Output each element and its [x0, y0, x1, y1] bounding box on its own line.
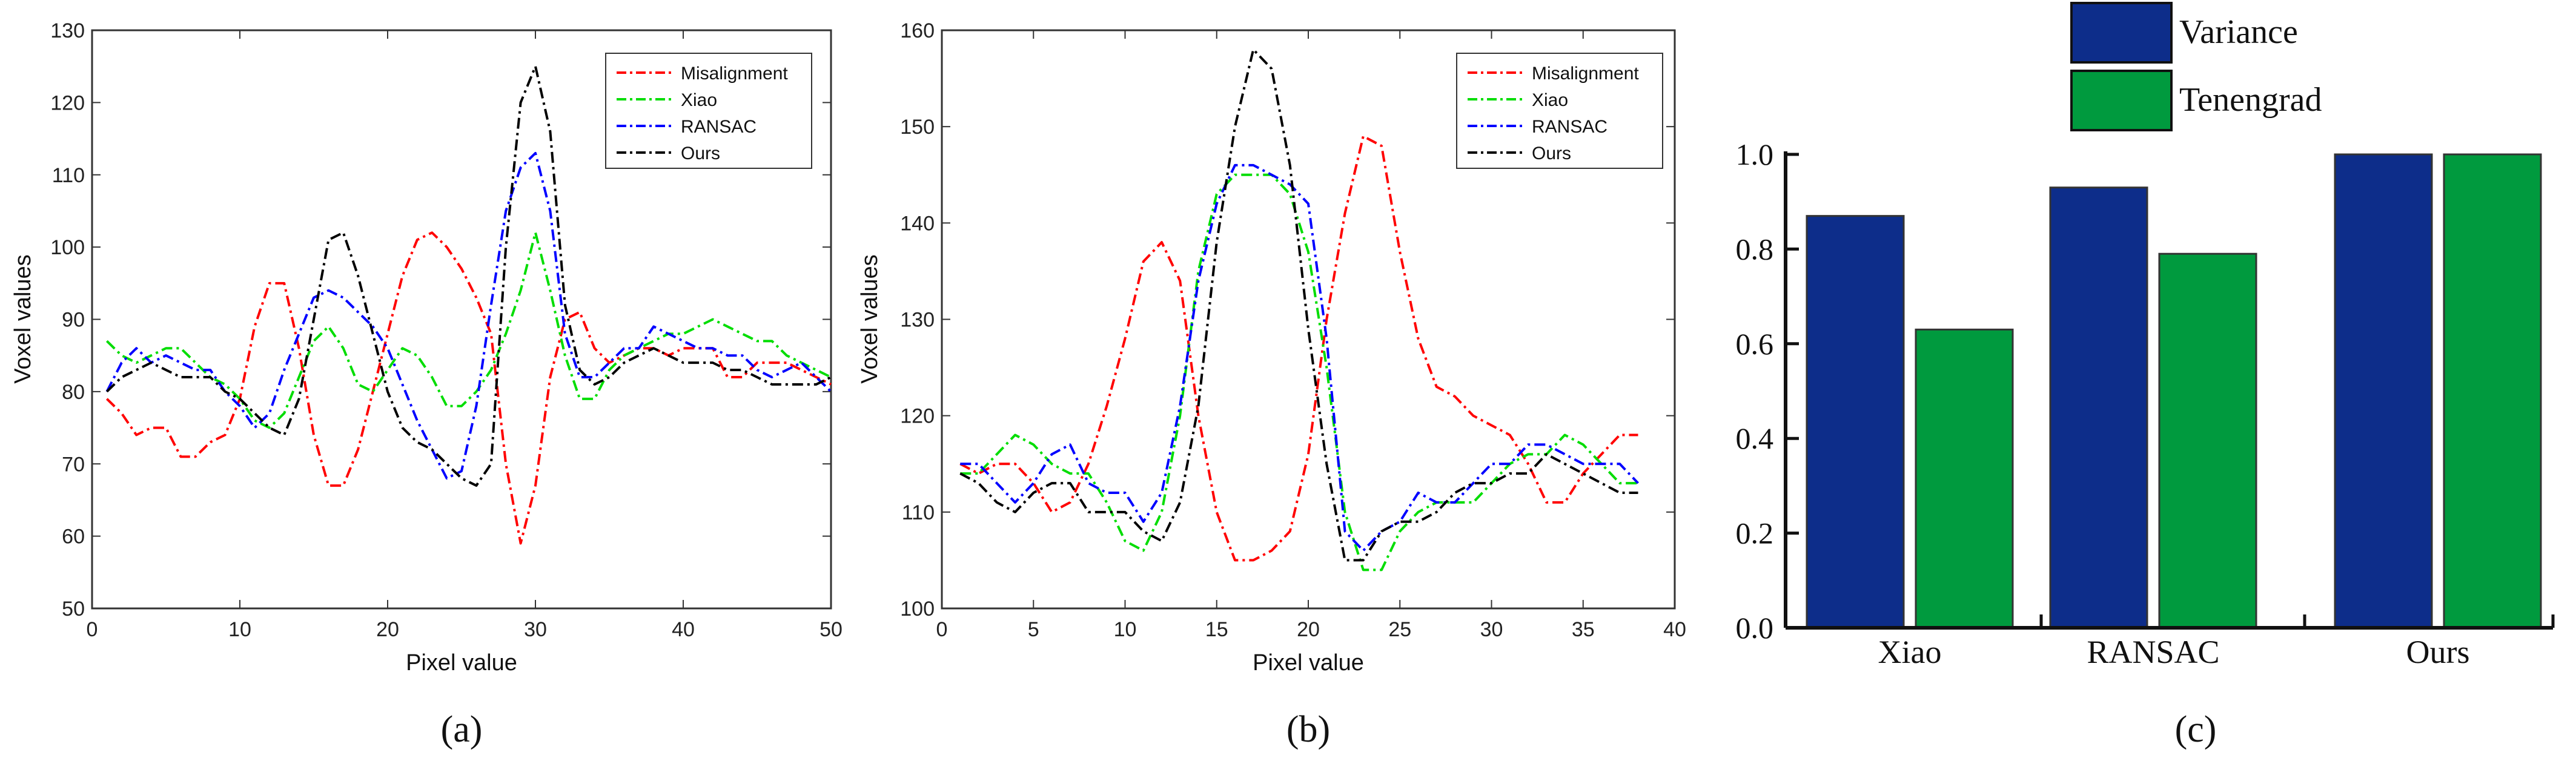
chart-a-ytick-label: 100: [50, 236, 85, 259]
chart-b-ytick-label: 160: [900, 19, 935, 42]
panel-label-b: (b): [1286, 709, 1330, 750]
chart-a-xtick-label: 20: [376, 618, 399, 641]
chart-c-bar-ours-tenengrad: [2443, 153, 2542, 629]
chart-c-category-label: Ours: [2406, 634, 2470, 670]
chart-a-ytick-label: 110: [52, 164, 85, 187]
chart-b-ytick-label: 100: [900, 598, 935, 621]
chart-a-xlabel: Pixel value: [406, 650, 517, 676]
chart-c-legend: Variance Tenengrad: [2070, 2, 2322, 131]
chart-b-xtick-label: 10: [1114, 618, 1137, 641]
chart-a-xtick-label: 40: [672, 618, 695, 641]
chart-a-xtick-label: 30: [524, 618, 547, 641]
panel-label-c: (c): [2175, 709, 2217, 750]
chart-c-legend-swatch: [2070, 70, 2173, 131]
chart-a-legend-label: RANSAC: [681, 117, 757, 137]
chart-a-ytick-label: 120: [50, 91, 85, 114]
chart-b-series-ransac: [960, 163, 1639, 552]
chart-c-bar-ours-variance: [2334, 153, 2433, 629]
chart-a-legend-label: Misalignment: [681, 64, 788, 84]
chart-a: 0 10 20 30 40 50 50 60 70 80 90 100 110 120 130 Pixel …: [10, 19, 843, 750]
chart-b-xtick-label: 15: [1205, 618, 1228, 641]
chart-c-ytick-label: 0.8: [1736, 232, 1774, 266]
chart-b-legend: Misalignment Xiao RANSAC Ours: [1456, 53, 1663, 169]
chart-a-ytick-label: 130: [50, 19, 85, 42]
chart-b-legend-label: Xiao: [1532, 90, 1568, 110]
chart-b-series: [959, 48, 1639, 571]
chart-a-ytick-label: 90: [62, 309, 85, 332]
chart-b-xtick-label: 5: [1028, 618, 1039, 641]
chart-c-legend-label: Tenengrad: [2179, 81, 2322, 119]
chart-b-ytick-label: 120: [900, 405, 935, 428]
chart-b-legend-label: Ours: [1532, 143, 1571, 163]
chart-a-ytick-label: 70: [62, 453, 85, 476]
panel-label-a: (a): [441, 709, 483, 750]
chart-a-xtick-label: 50: [819, 618, 843, 641]
chart-b-xtick-label: 35: [1572, 618, 1595, 641]
chart-c-bar-ransac-variance: [2049, 186, 2148, 629]
chart-c-ytick-label: 0.6: [1736, 327, 1774, 361]
chart-b-series-misalignment: [959, 135, 1638, 562]
chart-a-ylabel: Voxel values: [10, 254, 36, 383]
chart-b-ytick-label: 110: [902, 501, 935, 524]
chart-c-ytick-label: 0.0: [1736, 611, 1774, 645]
chart-b-legend-label: RANSAC: [1532, 117, 1608, 137]
chart-b-xtick-label: 20: [1297, 618, 1320, 641]
chart-b-ticks: 0 5 10 15 20 25 30 35 40 100 110 120 130 140 150 160: [900, 19, 1686, 641]
chart-b-series-ours: [959, 48, 1638, 562]
chart-c-bar-xiao-tenengrad: [1915, 328, 2014, 629]
chart-a-series-ours: [106, 65, 832, 487]
chart-a-ytick-label: 50: [62, 598, 85, 621]
chart-c-ytick-label: 0.4: [1736, 421, 1774, 455]
chart-c-bar-xiao-variance: [1806, 215, 1905, 629]
chart-c-category-label: Xiao: [1878, 634, 1942, 670]
chart-c-axes: 0.0 0.2 0.4 0.6 0.8 1.0 Xiao RANSAC Ours: [1736, 137, 2555, 670]
chart-a-series-ransac: [105, 151, 832, 480]
chart-b: 0 5 10 15 20 25 30 35 40 100 110 120 130 140 150 160 Pi…: [857, 19, 1686, 750]
chart-a-legend: Misalignment Xiao RANSAC Ours: [605, 53, 812, 169]
chart-a-ytick-label: 60: [62, 525, 85, 548]
chart-b-ytick-label: 150: [900, 116, 935, 139]
chart-a-series-xiao: [106, 231, 832, 429]
chart-a-xtick-label: 10: [228, 618, 251, 641]
chart-a-legend-label: Xiao: [681, 90, 717, 110]
chart-c-ytick-label: 0.2: [1736, 516, 1774, 550]
chart-c-category-label: RANSAC: [2087, 634, 2219, 670]
chart-b-xtick-label: 30: [1480, 618, 1503, 641]
chart-b-legend-label: Misalignment: [1532, 64, 1639, 84]
chart-b-ylabel: Voxel values: [857, 254, 882, 383]
chart-c-ytick-label: 1.0: [1736, 137, 1774, 171]
chart-b-xtick-label: 25: [1388, 618, 1411, 641]
chart-c-legend-label: Variance: [2179, 13, 2298, 51]
chart-a-legend-label: Ours: [681, 143, 720, 163]
chart-a-ytick-label: 80: [62, 381, 85, 404]
chart-a-ticks: 0 10 20 30 40 50 50 60 70 80 90 100 110 120 130: [50, 19, 843, 641]
chart-c-legend-swatch: [2070, 2, 2173, 64]
chart-c-bar-ransac-tenengrad: [2158, 252, 2257, 629]
chart-b-ytick-label: 130: [900, 309, 935, 332]
chart-b-ytick-label: 140: [900, 212, 935, 235]
chart-b-series-xiao: [960, 173, 1638, 571]
chart-c: Variance Tenengrad 0.0 0.2 0.4 0.6 0.8 1.0 Xiao…: [1736, 2, 2555, 750]
chart-c-bars: [1806, 153, 2542, 629]
chart-b-xlabel: Pixel value: [1253, 650, 1364, 676]
chart-b-xtick-label: 0: [936, 618, 948, 641]
chart-a-series: [105, 65, 832, 545]
chart-b-xtick-label: 40: [1663, 618, 1686, 641]
chart-a-xtick-label: 0: [87, 618, 98, 641]
